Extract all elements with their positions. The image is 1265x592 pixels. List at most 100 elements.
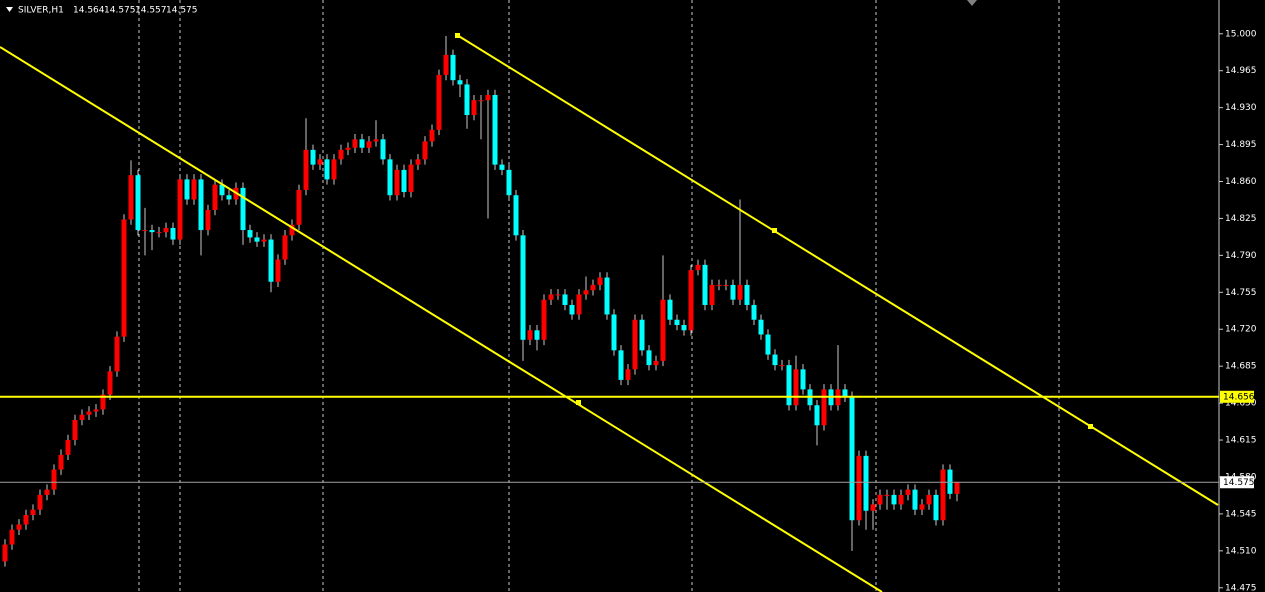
candle-body (352, 139, 358, 148)
y-tick-label: 14.720 (1225, 325, 1257, 335)
candle-body (51, 469, 57, 490)
level-label: 14.656 (1223, 392, 1255, 402)
candle-body (205, 209, 211, 231)
channel-line[interactable] (0, 46, 883, 592)
ohlc-low: 14.557 (135, 6, 167, 16)
candle-body (72, 419, 78, 441)
y-tick-label: 14.510 (1225, 546, 1257, 556)
candle-body (443, 54, 449, 75)
candle-body (324, 159, 330, 180)
candle-body (681, 325, 687, 331)
y-tick-label: 14.755 (1225, 288, 1257, 298)
candle-body (240, 187, 246, 231)
anchor-point[interactable] (1088, 424, 1093, 429)
candle-body (387, 159, 393, 196)
candle-body (583, 290, 589, 295)
y-tick-label: 14.930 (1225, 103, 1257, 113)
candle-body (737, 284, 743, 300)
candle-body (891, 494, 897, 505)
candle-body (338, 149, 344, 160)
candle-body (219, 184, 225, 196)
candle-body (709, 284, 715, 305)
candle-body (814, 405, 820, 426)
candle-body (191, 179, 197, 200)
candle-body (37, 494, 43, 510)
candle-body (604, 277, 610, 315)
candle-body (65, 440, 71, 455)
anchor-point[interactable] (576, 400, 581, 405)
candle-body (485, 94, 491, 101)
candle-body (730, 284, 736, 300)
candle-body (450, 54, 456, 81)
candle-body (282, 235, 288, 260)
candle-body (632, 319, 638, 370)
candle-body (380, 139, 386, 160)
candle-body (947, 469, 953, 494)
y-tick-label: 14.860 (1225, 177, 1257, 187)
candle-body (723, 284, 729, 286)
candle-body (296, 189, 302, 225)
candle-body (954, 482, 960, 494)
candle-body (226, 195, 232, 200)
candle-body (919, 504, 925, 510)
candle-body (667, 299, 673, 320)
candle-body (408, 164, 414, 193)
symbol: SILVER,H1 (18, 6, 64, 16)
candle-body (926, 494, 932, 505)
candle-body (702, 264, 708, 305)
candle-body (898, 494, 904, 505)
candle-body (415, 159, 421, 165)
candle-body (156, 232, 162, 234)
candle-body (289, 224, 295, 236)
candle-body (303, 149, 309, 190)
candle-body (513, 195, 519, 236)
candle-body (135, 175, 141, 231)
y-tick-label: 14.825 (1225, 214, 1257, 224)
candle-body (758, 319, 764, 335)
candle-body (842, 389, 848, 397)
channel[interactable] (0, 33, 1219, 592)
candle-body (569, 304, 575, 315)
candle-body (212, 184, 218, 210)
candle-body (471, 100, 477, 116)
candle-body (261, 239, 267, 242)
y-tick-label: 14.545 (1225, 509, 1257, 519)
candle-body (394, 169, 400, 196)
candle-body (506, 169, 512, 196)
y-tick-label: 14.685 (1225, 362, 1257, 372)
anchor-point[interactable] (772, 228, 777, 233)
candle-body (744, 284, 750, 305)
candle-body (779, 365, 785, 367)
candle-body (646, 350, 652, 366)
candle-body (429, 129, 435, 142)
candle-body (128, 175, 134, 220)
candle-body (177, 179, 183, 240)
candle-body (562, 294, 568, 305)
candle-body (695, 264, 701, 271)
candle-body (639, 319, 645, 351)
candle-body (359, 139, 365, 148)
shift-marker[interactable] (967, 0, 977, 6)
candle-body (849, 396, 855, 521)
y-tick-label: 14.895 (1225, 140, 1257, 150)
candle-body (30, 509, 36, 515)
candle-body (114, 336, 120, 372)
candle-body (254, 237, 260, 242)
candle-body (401, 169, 407, 193)
candle-body (23, 514, 29, 525)
candle-body (520, 235, 526, 340)
anchor-point[interactable] (455, 33, 460, 38)
candle-body (590, 284, 596, 291)
candle-body (905, 489, 911, 495)
candle-body (457, 80, 463, 85)
candle-body (884, 494, 890, 496)
candle-body (625, 369, 631, 380)
bid-label-box (1220, 476, 1254, 489)
y-tick-label: 14.615 (1225, 436, 1257, 446)
bid-label: 14.575 (1223, 478, 1255, 488)
candle-body (534, 330, 540, 340)
ohlc-close: 14.575 (166, 6, 198, 16)
candle-body (79, 414, 85, 420)
menu-arrow[interactable] (6, 7, 13, 12)
